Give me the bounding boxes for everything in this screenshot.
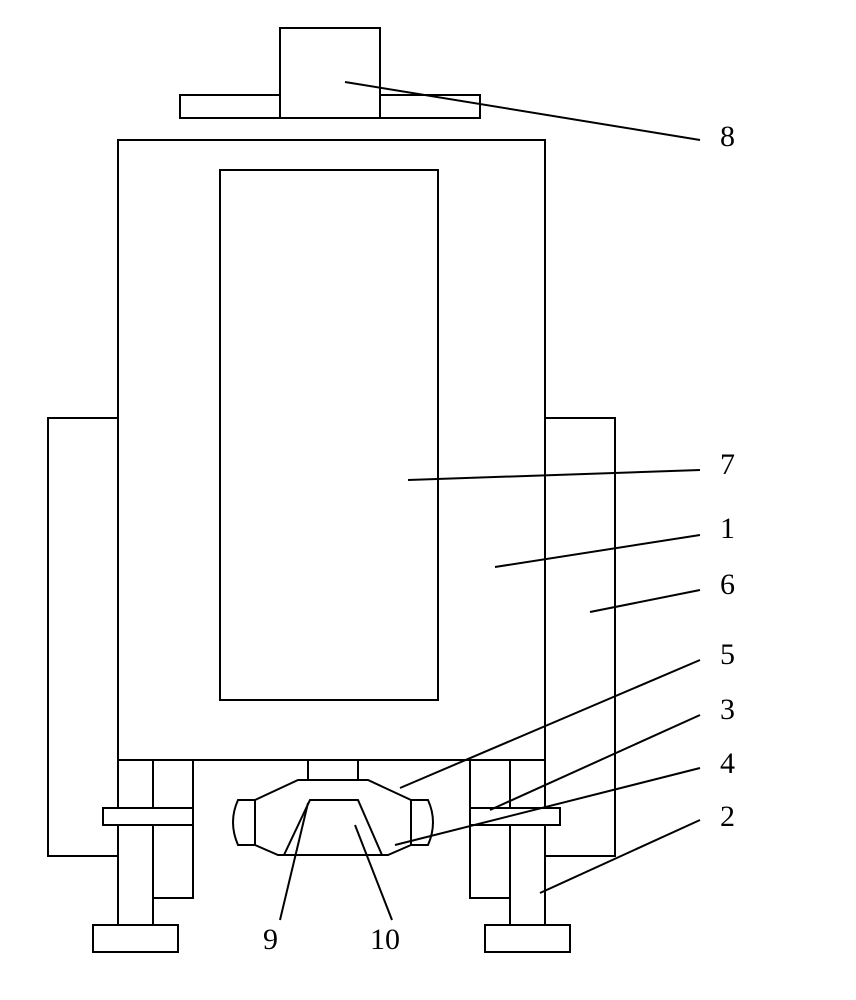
right-foot bbox=[485, 925, 570, 952]
left-foot bbox=[93, 925, 178, 952]
center-left-roller bbox=[233, 800, 255, 845]
left-leg-inner bbox=[153, 760, 193, 898]
right-leg-inner bbox=[470, 760, 510, 898]
label-4: 4 bbox=[720, 747, 735, 781]
label-10: 10 bbox=[370, 923, 400, 957]
right-leg-outer bbox=[510, 760, 545, 925]
label-9: 9 bbox=[263, 923, 278, 957]
label-1: 1 bbox=[720, 512, 735, 546]
side-box-right bbox=[545, 418, 615, 856]
label-3: 3 bbox=[720, 693, 735, 727]
top-small-block bbox=[280, 28, 380, 118]
left-leg-outer bbox=[118, 760, 153, 925]
label-5: 5 bbox=[720, 638, 735, 672]
label-6: 6 bbox=[720, 568, 735, 602]
label-7: 7 bbox=[720, 448, 735, 482]
center-upper-block bbox=[308, 760, 358, 780]
label-2: 2 bbox=[720, 800, 735, 834]
top-flange-right bbox=[380, 95, 480, 118]
main-body bbox=[118, 140, 545, 760]
side-box-left bbox=[48, 418, 118, 856]
label-8: 8 bbox=[720, 120, 735, 154]
top-flange-left bbox=[180, 95, 280, 118]
left-pin bbox=[103, 808, 193, 825]
